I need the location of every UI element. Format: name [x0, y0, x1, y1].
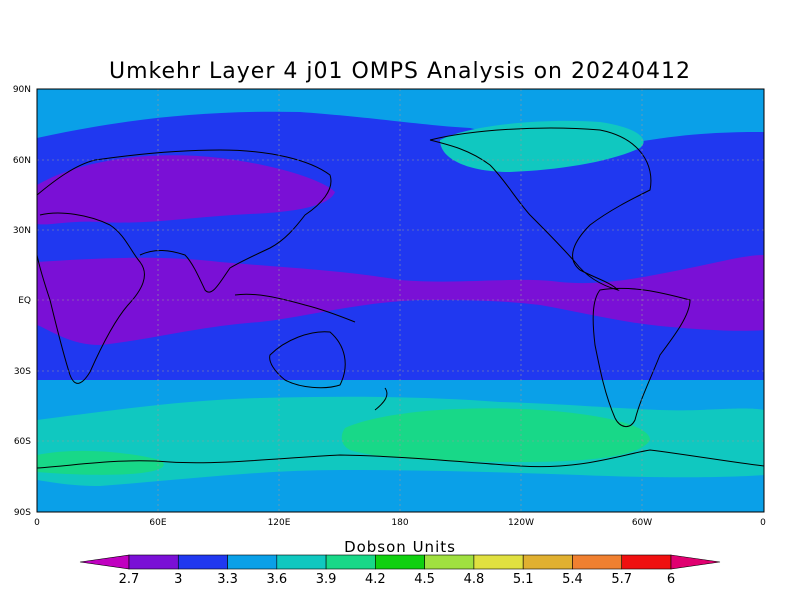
- lat-tick-label: EQ: [18, 296, 31, 306]
- colorbar-level-label: 2.7: [119, 572, 140, 587]
- lat-tick-label: 30S: [14, 367, 31, 377]
- colorbar-swatch: [424, 554, 475, 570]
- colorbar-swatch: [227, 554, 278, 570]
- map-title: Umkehr Layer 4 j01 OMPS Analysis on 2024…: [109, 59, 691, 84]
- lon-tick-label: 0: [760, 518, 766, 528]
- colorbar-level-label: 4.8: [464, 572, 485, 587]
- coast-south-america: [592, 287, 691, 427]
- colorbar-high-arrow: [670, 554, 721, 570]
- colorbar-swatch: [276, 554, 327, 570]
- lat-axis: 90N 60N 30N EQ 30S 60S 90S: [13, 85, 31, 518]
- colorbar-level-label: 4.5: [414, 572, 435, 587]
- lat-tick-label: 90S: [14, 508, 31, 518]
- colorbar-swatch: [177, 554, 228, 570]
- band-nh-purple: [37, 155, 335, 225]
- colorbar-level-label: 5.1: [513, 572, 534, 587]
- coast-eurasia: [37, 149, 332, 293]
- graticule: [37, 89, 764, 512]
- coastlines: [37, 127, 764, 469]
- lon-tick-label: 60E: [149, 518, 166, 528]
- colorbar-swatch: [473, 554, 524, 570]
- colorbar: 2.7 3 3.3 3.6 3.9 4.2 4.5 4.8 5.1 5.4 5.7 6: [79, 554, 721, 587]
- band-nh-blue: [37, 111, 764, 381]
- colorbar-swatch: [522, 554, 573, 570]
- lon-tick-label: 0: [34, 518, 40, 528]
- band-tropical-purple: [37, 255, 764, 345]
- colorbar-level-label: 3.3: [217, 572, 238, 587]
- colorbar-level-label: 5.4: [562, 572, 583, 587]
- lat-tick-label: 30N: [13, 226, 31, 236]
- ozone-field: [37, 89, 764, 512]
- colorbar-swatch: [128, 554, 179, 570]
- arctic-patch: [440, 120, 644, 172]
- colorbar-swatch: [621, 554, 672, 570]
- colorbar-level-label: 3: [174, 572, 182, 587]
- colorbar-swatch: [325, 554, 376, 570]
- coast-indonesia: [234, 293, 356, 323]
- colorbar-level-label: 5.7: [611, 572, 632, 587]
- lon-tick-label: 180: [391, 518, 408, 528]
- lon-axis: 0 60E 120E 180 120W 60W 0: [34, 518, 766, 528]
- colorbar-level-label: 6: [667, 572, 675, 587]
- colorbar-title: Dobson Units: [344, 538, 456, 556]
- colorbar-low-arrow: [79, 554, 130, 570]
- colorbar-swatch: [375, 554, 425, 570]
- coast-africa: [37, 212, 145, 384]
- lon-tick-label: 120W: [508, 518, 534, 528]
- map-frame: [36, 88, 765, 513]
- lon-tick-label: 60W: [632, 518, 652, 528]
- coast-antarctica: [37, 449, 764, 469]
- colorbar-level-label: 4.2: [365, 572, 386, 587]
- lat-tick-label: 60S: [14, 437, 31, 447]
- coast-newzealand: [374, 387, 388, 411]
- lat-tick-label: 60N: [13, 156, 31, 166]
- colorbar-swatch: [572, 554, 623, 570]
- lat-tick-label: 90N: [13, 85, 31, 95]
- coast-north-america: [429, 127, 652, 291]
- colorbar-level-label: 3.9: [316, 572, 337, 587]
- lon-tick-label: 120E: [268, 518, 291, 528]
- colorbar-level-label: 3.6: [266, 572, 287, 587]
- coast-australia: [269, 331, 346, 389]
- band-sh-green: [341, 408, 650, 462]
